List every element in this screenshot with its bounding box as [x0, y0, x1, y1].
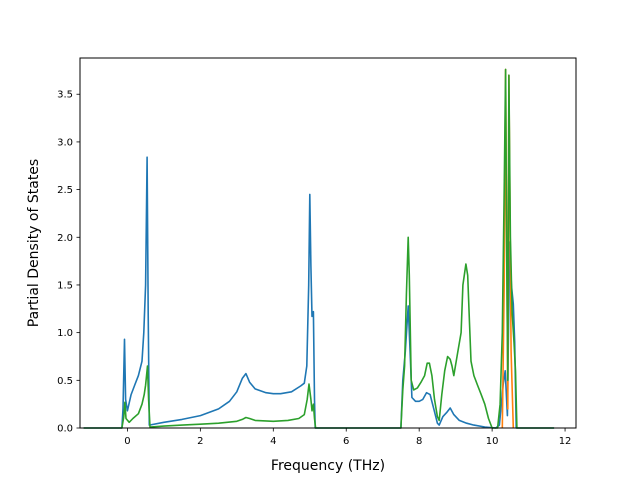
y-axis-label: Partial Density of States: [26, 159, 42, 327]
y-tick-label: 0.5: [57, 376, 73, 387]
x-tick-label: 6: [343, 436, 349, 447]
y-tick-label: 3.0: [57, 137, 73, 148]
y-tick-label: 1.5: [57, 280, 73, 291]
x-tick-label: 12: [559, 436, 572, 447]
y-tick-label: 3.5: [57, 90, 73, 101]
x-tick-label: 10: [486, 436, 499, 447]
x-axis-label: Frequency (THz): [271, 458, 385, 474]
series-line-1: [83, 156, 555, 429]
x-tick-label: 4: [270, 436, 276, 447]
y-tick-label: 0.0: [57, 424, 73, 435]
y-axis: 0.0 0.5 1.0 1.5 2.0 2.5 3.0 3.5: [57, 90, 80, 435]
x-tick-label: 8: [416, 436, 422, 447]
x-tick-label: 0: [124, 436, 130, 447]
x-axis: 0 2 4 6 8 10 12: [124, 428, 571, 447]
y-tick-label: 2.5: [57, 185, 73, 196]
plot-frame: [79, 57, 577, 429]
x-tick-label: 2: [197, 436, 203, 447]
y-tick-label: 2.0: [57, 233, 73, 244]
y-tick-label: 1.0: [57, 328, 73, 339]
